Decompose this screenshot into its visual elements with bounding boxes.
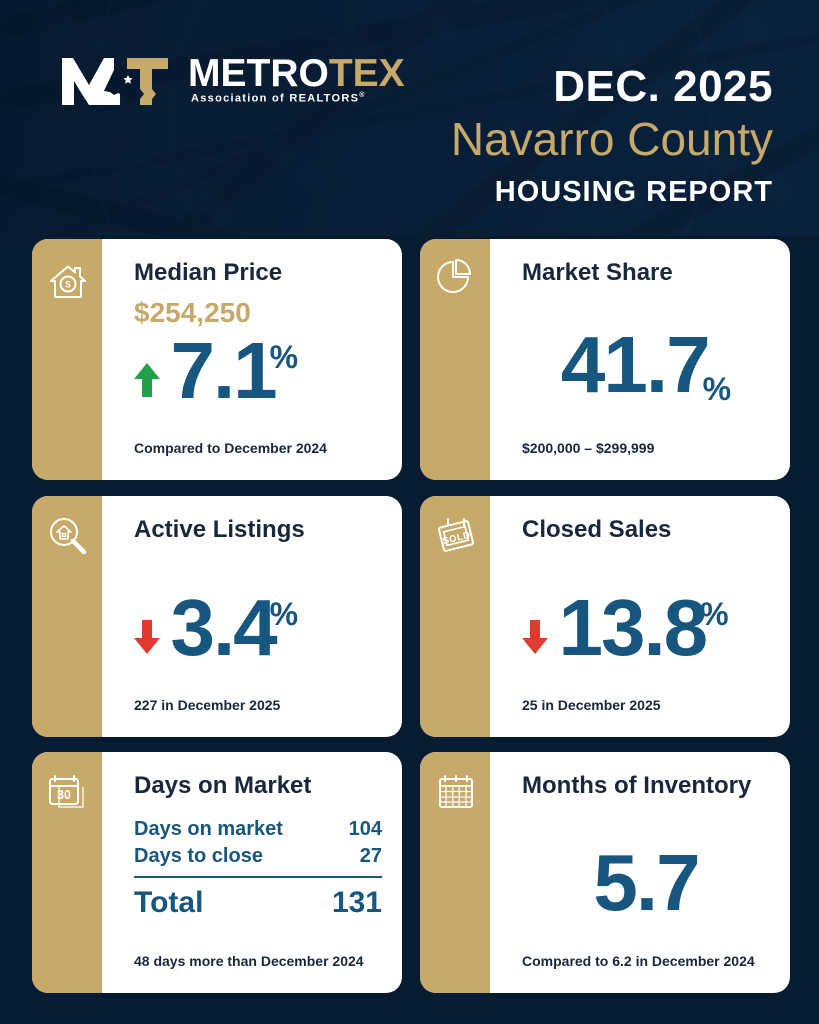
svg-text:S: S xyxy=(65,280,71,290)
svg-text:30: 30 xyxy=(57,788,71,802)
